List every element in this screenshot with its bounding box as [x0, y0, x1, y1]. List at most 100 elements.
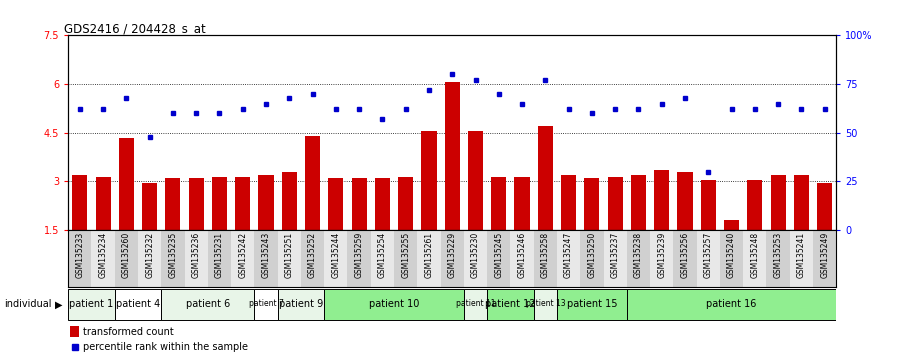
Text: GSM135244: GSM135244 [332, 232, 340, 278]
Bar [352, 178, 366, 230]
Bar [747, 180, 763, 230]
Text: patient 9: patient 9 [279, 299, 323, 309]
Text: GSM135232: GSM135232 [145, 232, 155, 278]
Text: GSM135235: GSM135235 [168, 232, 177, 278]
Text: patient 7: patient 7 [248, 299, 284, 308]
Text: GSM135231: GSM135231 [215, 232, 224, 278]
Text: transformed count: transformed count [83, 327, 174, 337]
Bar [115, 289, 161, 320]
Bar [514, 177, 530, 230]
Text: GSM135252: GSM135252 [308, 232, 317, 278]
Bar [255, 230, 277, 287]
Text: patient 13: patient 13 [525, 299, 565, 308]
Text: GSM135239: GSM135239 [657, 232, 666, 278]
Text: percentile rank within the sample: percentile rank within the sample [83, 342, 248, 352]
Text: GSM135242: GSM135242 [238, 232, 247, 278]
Text: GSM135248: GSM135248 [750, 232, 759, 278]
Bar [422, 131, 436, 230]
Bar [534, 289, 557, 320]
Text: GSM135238: GSM135238 [634, 232, 643, 278]
Text: GSM135258: GSM135258 [541, 232, 550, 278]
Bar [258, 175, 274, 230]
Text: GSM135251: GSM135251 [285, 232, 294, 278]
Bar [468, 131, 483, 230]
Bar [119, 138, 134, 230]
Bar [95, 177, 111, 230]
Text: patient 11: patient 11 [455, 299, 495, 308]
Bar [677, 172, 693, 230]
Text: patient 10: patient 10 [369, 299, 419, 309]
Bar [491, 177, 506, 230]
Bar [325, 230, 347, 287]
Bar [277, 289, 325, 320]
Bar [68, 289, 115, 320]
Bar [161, 289, 255, 320]
Bar [235, 177, 250, 230]
Bar [301, 230, 325, 287]
Text: GSM135261: GSM135261 [425, 232, 434, 278]
Bar [607, 177, 623, 230]
Bar [255, 289, 277, 320]
Text: GSM135245: GSM135245 [494, 232, 504, 278]
Bar [534, 230, 557, 287]
Bar [441, 230, 464, 287]
Text: GSM135247: GSM135247 [564, 232, 573, 278]
Bar [631, 175, 646, 230]
Text: patient 15: patient 15 [566, 299, 617, 309]
Bar [464, 230, 487, 287]
Bar [790, 230, 813, 287]
Bar [142, 183, 157, 230]
Bar [305, 136, 320, 230]
Text: GSM135234: GSM135234 [98, 232, 107, 278]
Bar [212, 177, 227, 230]
Text: GSM135230: GSM135230 [471, 232, 480, 278]
Bar [282, 172, 297, 230]
Bar [161, 230, 185, 287]
Text: GSM135260: GSM135260 [122, 232, 131, 278]
Bar [627, 230, 650, 287]
Bar [417, 230, 441, 287]
Text: GSM135241: GSM135241 [797, 232, 806, 278]
Bar [165, 178, 181, 230]
Bar [817, 183, 833, 230]
Bar [696, 230, 720, 287]
Text: GDS2416 / 204428_s_at: GDS2416 / 204428_s_at [65, 22, 206, 35]
Bar [627, 289, 836, 320]
Bar [813, 230, 836, 287]
Text: patient 16: patient 16 [706, 299, 756, 309]
Bar [701, 180, 715, 230]
Bar [115, 230, 138, 287]
Bar [557, 230, 580, 287]
Bar [277, 230, 301, 287]
Bar [561, 175, 576, 230]
Text: GSM135255: GSM135255 [401, 232, 410, 278]
Text: patient 6: patient 6 [185, 299, 230, 309]
Bar [511, 230, 534, 287]
Text: individual: individual [5, 299, 52, 309]
Bar [185, 230, 208, 287]
Bar [654, 170, 669, 230]
Text: GSM135243: GSM135243 [262, 232, 271, 278]
Text: GSM135229: GSM135229 [448, 232, 456, 278]
Bar [771, 175, 785, 230]
Bar [557, 289, 627, 320]
Bar [189, 178, 204, 230]
Text: GSM135257: GSM135257 [704, 232, 713, 278]
Bar [650, 230, 674, 287]
Text: patient 1: patient 1 [69, 299, 114, 309]
Bar [487, 289, 534, 320]
Bar [231, 230, 255, 287]
Text: GSM135240: GSM135240 [727, 232, 736, 278]
Text: GSM135253: GSM135253 [774, 232, 783, 278]
Bar [72, 175, 87, 230]
Bar [68, 230, 92, 287]
Text: GSM135254: GSM135254 [378, 232, 387, 278]
Bar [538, 126, 553, 230]
Bar [325, 289, 464, 320]
Text: ▶: ▶ [55, 299, 62, 309]
Bar [394, 230, 417, 287]
Text: GSM135256: GSM135256 [681, 232, 690, 278]
Bar [208, 230, 231, 287]
Bar [744, 230, 766, 287]
Text: GSM135236: GSM135236 [192, 232, 201, 278]
